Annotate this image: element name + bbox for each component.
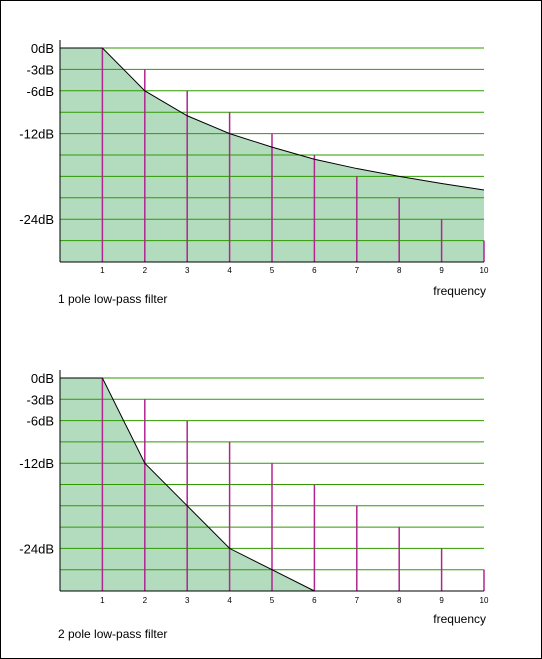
x-tick-label: 6 xyxy=(312,266,317,275)
x-axis-label: frequency xyxy=(433,612,486,626)
x-tick-label: 9 xyxy=(439,266,444,275)
x-tick-label: 5 xyxy=(270,266,275,275)
x-tick-label: 7 xyxy=(355,266,360,275)
x-tick-label: 2 xyxy=(143,266,148,275)
x-tick-label: 5 xyxy=(270,596,275,605)
y-tick-label: -24dB xyxy=(19,541,54,556)
x-tick-label: 6 xyxy=(312,596,317,605)
y-tick-label: 0dB xyxy=(31,371,54,386)
chart-panel-2: 0dB -3dB -6dB -12dB -24dB 1 2 3 4 5 6 7 8 9 10 frequenc… xyxy=(19,370,489,641)
x-tick-label: 2 xyxy=(143,596,148,605)
x-tick-label: 4 xyxy=(227,596,232,605)
x-tick-label: 7 xyxy=(355,596,360,605)
y-tick-label: -12dB xyxy=(19,456,54,471)
y-tick-label: -3dB xyxy=(27,392,54,407)
chart-panel-1: 0dB -3dB -6dB -12dB -24dB 1 2 3 4 5 6 7 8 9 10 frequenc… xyxy=(19,40,489,306)
x-tick-label: 8 xyxy=(397,596,402,605)
x-tick-label: 3 xyxy=(185,266,190,275)
x-tick-label: 10 xyxy=(480,266,489,275)
y-tick-label: -6dB xyxy=(27,414,54,429)
x-axis-label: frequency xyxy=(433,284,486,298)
chart-caption: 1 pole low-pass filter xyxy=(58,292,167,306)
x-tick-label: 9 xyxy=(439,596,444,605)
y-tick-label: -24dB xyxy=(19,212,54,227)
y-tick-label: -6dB xyxy=(27,84,54,99)
response-curve xyxy=(60,47,485,191)
x-tick-label: 1 xyxy=(100,596,105,605)
y-tick-label: -12dB xyxy=(19,127,54,142)
x-tick-label: 4 xyxy=(227,266,232,275)
chart-caption: 2 pole low-pass filter xyxy=(58,627,167,641)
x-tick-label: 1 xyxy=(100,266,105,275)
x-tick-label: 8 xyxy=(397,266,402,275)
response-area xyxy=(60,378,315,591)
x-tick-label: 10 xyxy=(480,596,489,605)
x-tick-label: 3 xyxy=(185,596,190,605)
y-tick-label: 0dB xyxy=(31,41,54,56)
response-curve xyxy=(60,377,315,592)
y-tick-label: -3dB xyxy=(27,62,54,77)
